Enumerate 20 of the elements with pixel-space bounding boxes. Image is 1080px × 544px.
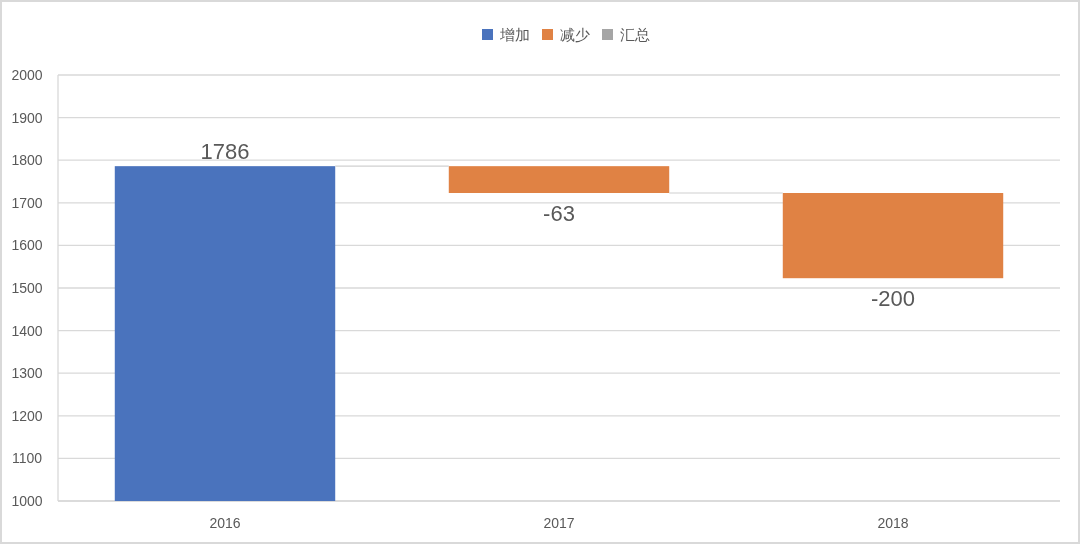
data-label: -63 [543,200,575,226]
legend-label: 汇总 [620,26,650,44]
y-tick-label: 1600 [11,237,43,254]
x-tick-label: 2018 [877,514,909,531]
data-label: 1786 [200,138,250,164]
y-tick-label: 1300 [11,365,43,382]
y-tick-label: 1800 [11,152,43,169]
legend-label: 减少 [560,26,590,44]
y-tick-label: 1000 [11,492,43,509]
y-tick-label: 1100 [11,450,43,467]
data-label: -200 [870,285,916,311]
y-tick-label: 1500 [11,279,43,296]
y-tick-label: 2000 [11,66,43,83]
x-tick-label: 2017 [543,514,575,531]
x-tick-label: 2016 [209,514,241,531]
legend-label: 增加 [499,26,530,44]
y-tick-label: 1200 [11,407,43,424]
y-tick-label: 1700 [11,194,43,211]
y-tick-label: 1400 [11,322,43,339]
y-tick-label: 1900 [11,109,43,126]
